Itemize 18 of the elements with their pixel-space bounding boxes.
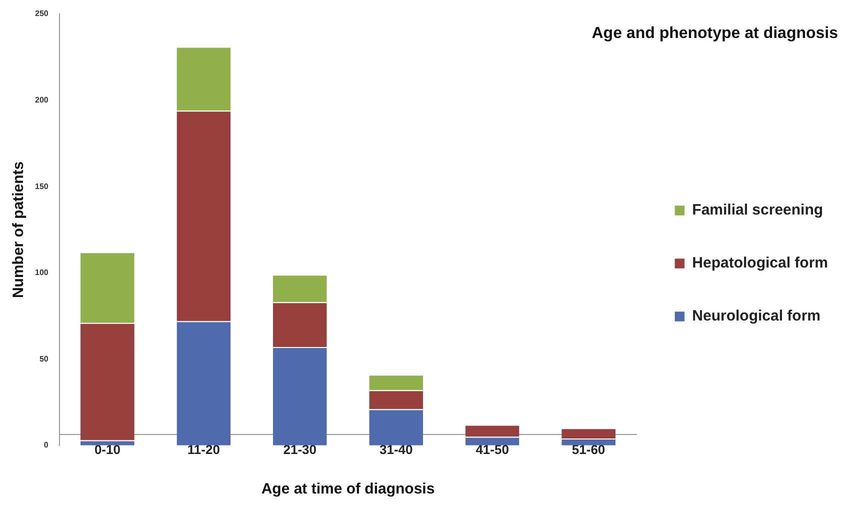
x-tick-label: 31-40 — [379, 442, 413, 457]
y-tick-label: 0 — [44, 440, 49, 450]
legend-label: Hepatological form — [692, 254, 828, 272]
x-tick-label: 51-60 — [572, 442, 606, 457]
y-axis-title: Number of patients — [10, 161, 28, 298]
y-tick-label: 250 — [34, 9, 49, 18]
x-tick-label: 0-10 — [94, 442, 120, 457]
y-tick-label: 50 — [39, 354, 49, 364]
x-axis-title: Age at time of diagnosis — [261, 480, 435, 498]
y-tick-label: 100 — [34, 268, 49, 278]
y-tick-label: 200 — [34, 95, 49, 104]
x-tick-label: 11-20 — [187, 442, 220, 457]
y-tick-label: 150 — [34, 182, 49, 191]
text: Age and phenotype at diagnosis — [592, 25, 838, 42]
x-tick-label: 41-50 — [476, 442, 509, 457]
x-tick-label: 21-30 — [283, 442, 317, 457]
legend-label: Familial screening — [692, 202, 824, 219]
legend-label: Neurological form — [692, 308, 821, 325]
